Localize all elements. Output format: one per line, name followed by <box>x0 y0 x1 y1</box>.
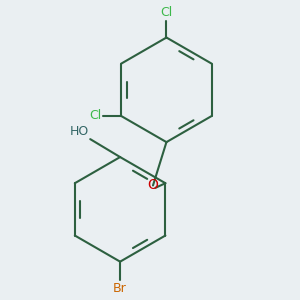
Text: Br: Br <box>113 282 127 295</box>
Text: O: O <box>148 178 158 193</box>
Text: Cl: Cl <box>160 6 172 19</box>
Text: Cl: Cl <box>89 110 102 122</box>
Text: HO: HO <box>70 124 89 138</box>
